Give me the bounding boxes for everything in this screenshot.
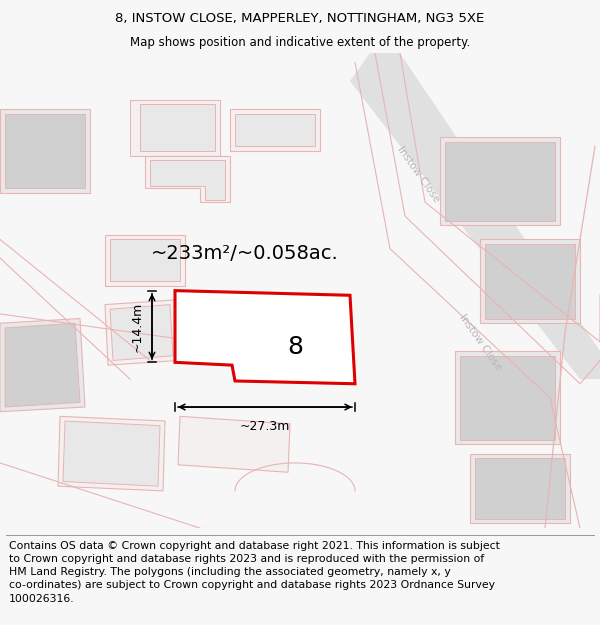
Polygon shape bbox=[475, 458, 565, 519]
Polygon shape bbox=[178, 416, 290, 472]
Text: ~14.4m: ~14.4m bbox=[131, 301, 144, 352]
Polygon shape bbox=[460, 356, 555, 439]
Text: Instow Close: Instow Close bbox=[395, 144, 441, 204]
Text: Contains OS data © Crown copyright and database right 2021. This information is : Contains OS data © Crown copyright and d… bbox=[9, 541, 500, 604]
Polygon shape bbox=[145, 156, 230, 202]
Polygon shape bbox=[58, 416, 165, 491]
Polygon shape bbox=[445, 142, 555, 221]
Polygon shape bbox=[140, 104, 215, 151]
Polygon shape bbox=[235, 114, 315, 146]
Polygon shape bbox=[440, 137, 560, 226]
Text: ~27.3m: ~27.3m bbox=[240, 420, 290, 433]
Polygon shape bbox=[105, 235, 185, 286]
Polygon shape bbox=[0, 319, 85, 412]
Polygon shape bbox=[0, 109, 90, 193]
Text: 8, INSTOW CLOSE, MAPPERLEY, NOTTINGHAM, NG3 5XE: 8, INSTOW CLOSE, MAPPERLEY, NOTTINGHAM, … bbox=[115, 12, 485, 24]
Polygon shape bbox=[175, 291, 355, 384]
Text: Map shows position and indicative extent of the property.: Map shows position and indicative extent… bbox=[130, 36, 470, 49]
Polygon shape bbox=[105, 300, 178, 365]
Text: ~233m²/~0.058ac.: ~233m²/~0.058ac. bbox=[151, 244, 339, 263]
Polygon shape bbox=[470, 454, 570, 524]
Polygon shape bbox=[150, 160, 225, 200]
Polygon shape bbox=[230, 109, 320, 151]
Polygon shape bbox=[485, 244, 575, 319]
Polygon shape bbox=[110, 304, 173, 361]
Polygon shape bbox=[110, 239, 180, 281]
Text: Instow Close: Instow Close bbox=[457, 312, 503, 372]
Polygon shape bbox=[130, 100, 220, 156]
Polygon shape bbox=[350, 53, 600, 379]
Polygon shape bbox=[63, 421, 160, 486]
Polygon shape bbox=[455, 351, 560, 444]
Polygon shape bbox=[480, 239, 580, 323]
Polygon shape bbox=[5, 114, 85, 188]
Polygon shape bbox=[5, 323, 80, 407]
Text: 8: 8 bbox=[287, 334, 303, 359]
